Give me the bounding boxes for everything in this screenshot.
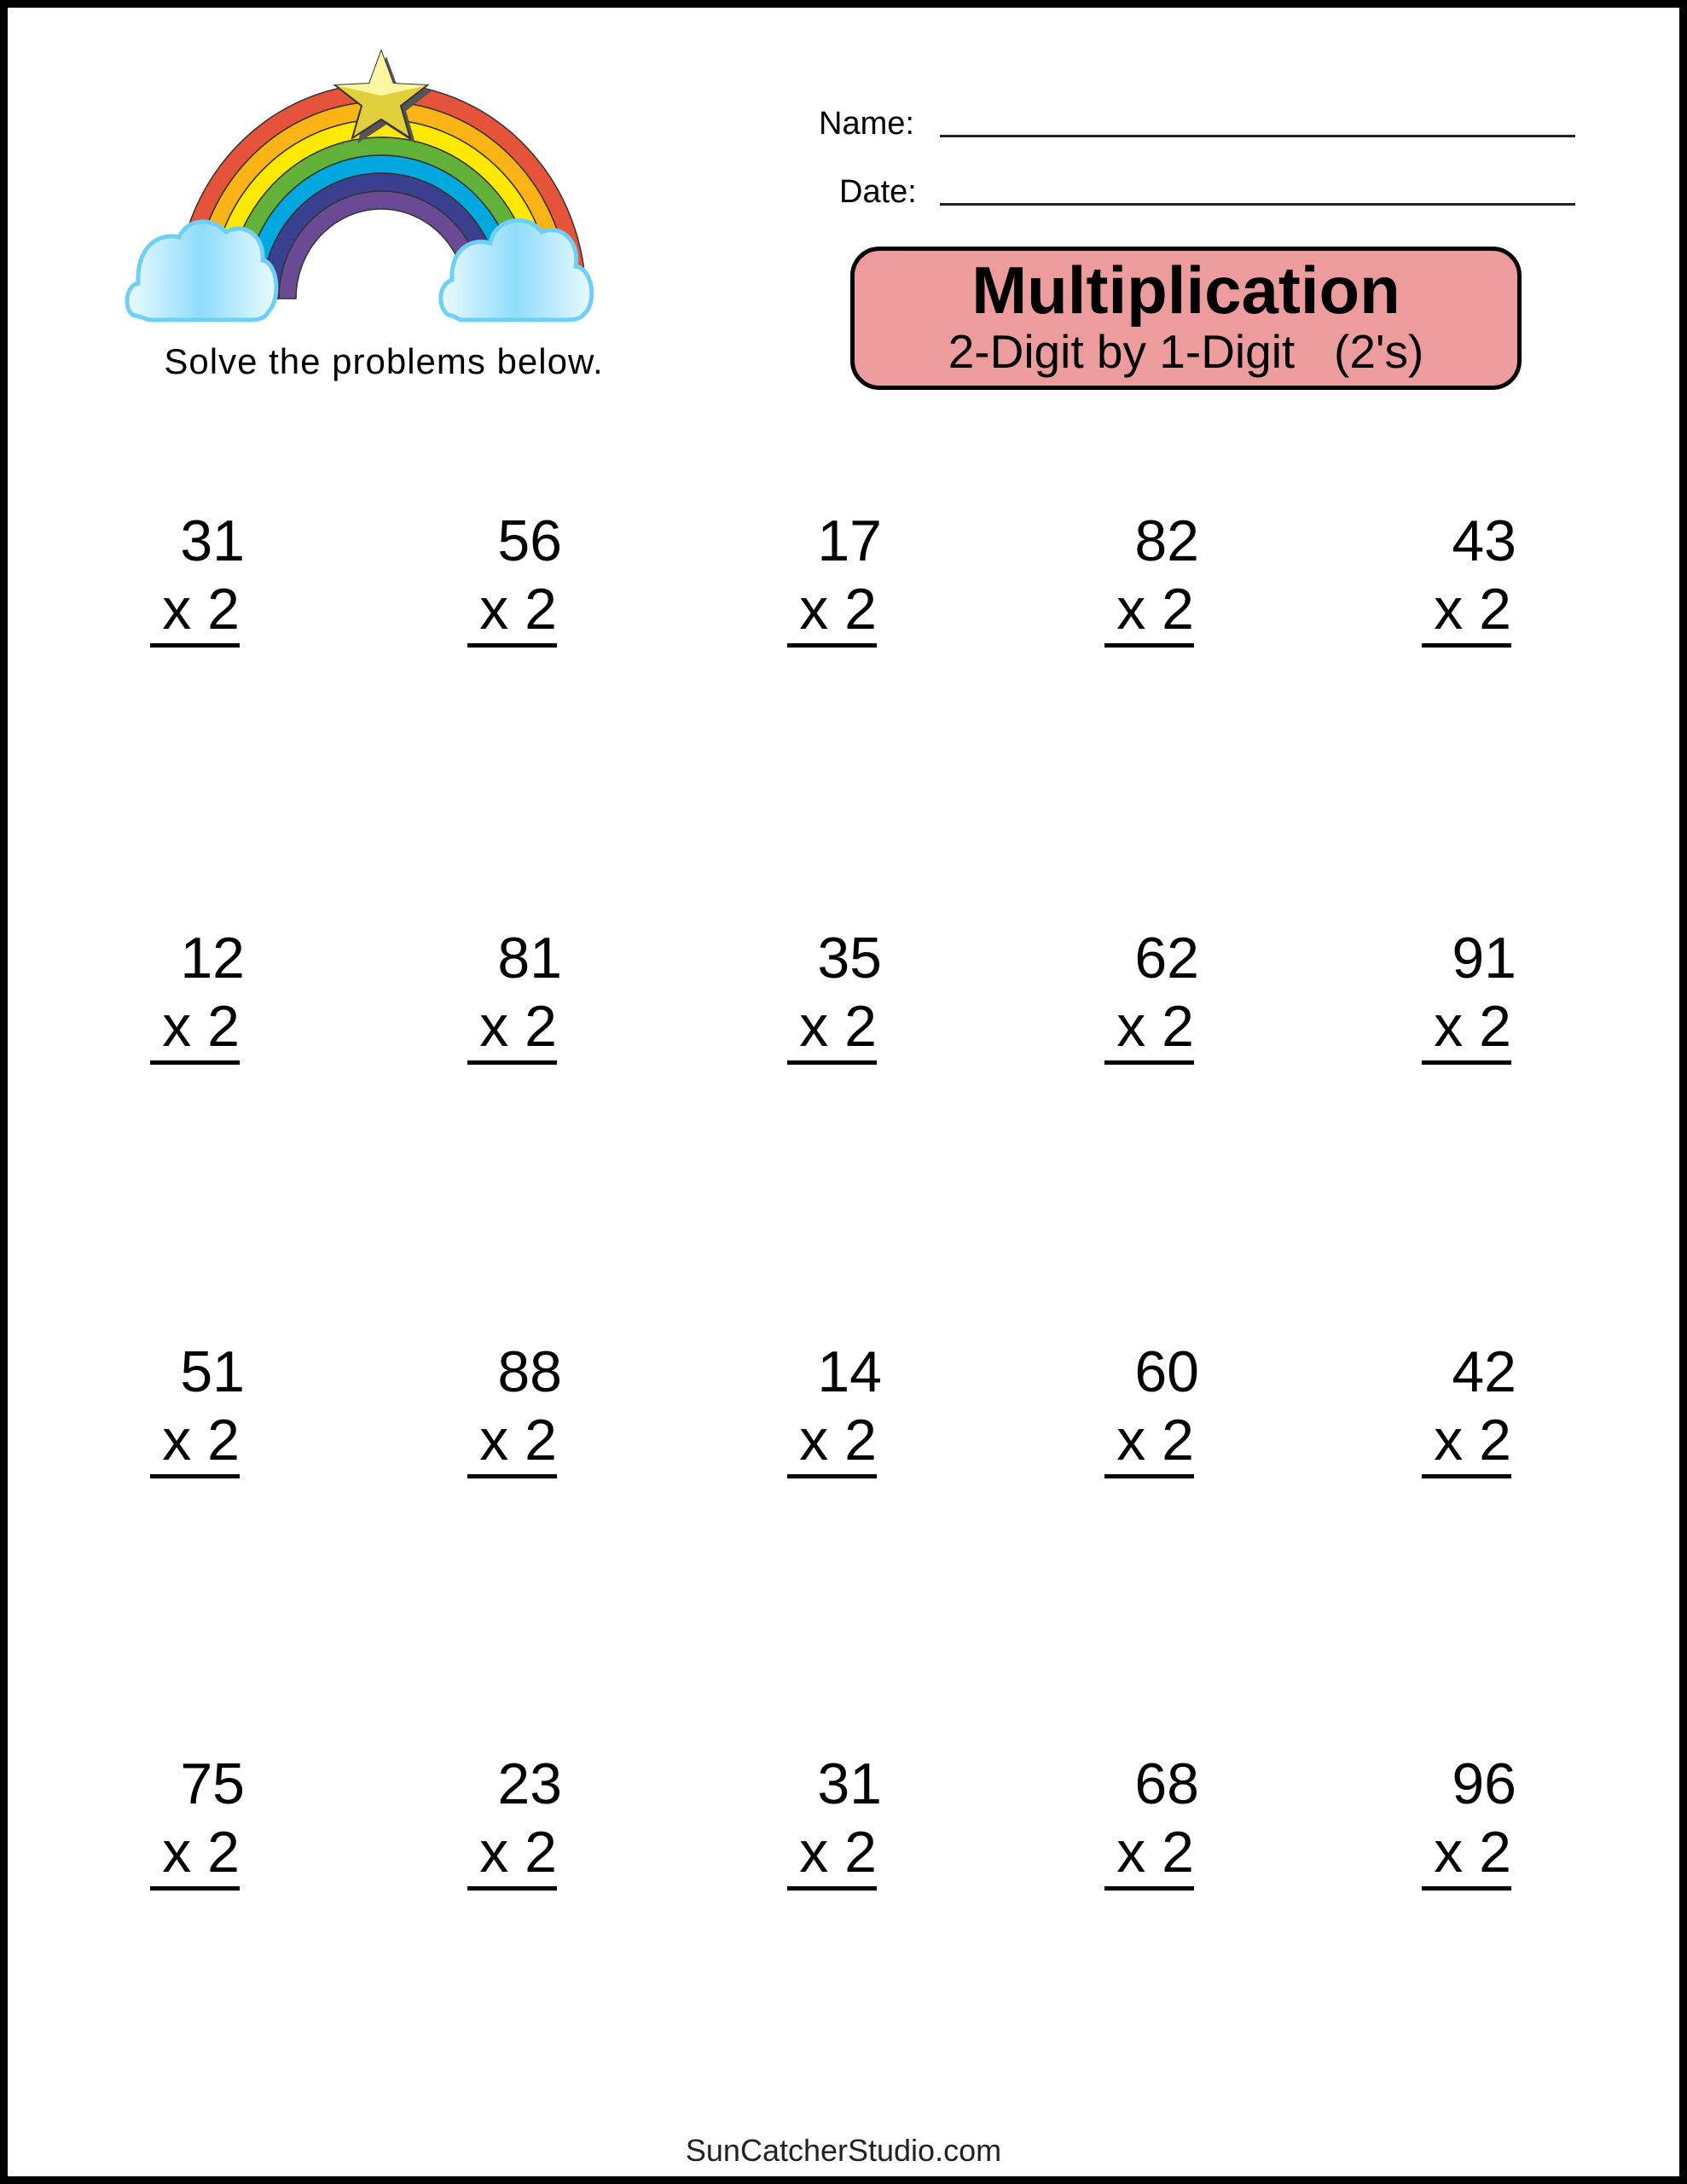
multiplicand: 42: [1452, 1339, 1516, 1404]
name-label: Name:: [819, 106, 914, 142]
multiplicand: 56: [497, 508, 562, 573]
date-label: Date:: [839, 174, 917, 210]
multiplier: x 2: [787, 1406, 877, 1478]
problem: 96 x 2: [1422, 1750, 1516, 1891]
problem: 23 x 2: [467, 1750, 562, 1891]
multiplier: x 2: [1104, 1818, 1194, 1891]
date-field[interactable]: [940, 203, 1575, 206]
problem: 12 x 2: [150, 924, 245, 1065]
problem: 42 x 2: [1422, 1338, 1516, 1478]
multiplier: x 2: [467, 1818, 557, 1891]
multiplier: x 2: [150, 1818, 240, 1891]
problem: 35 x 2: [787, 924, 882, 1065]
name-field[interactable]: [940, 135, 1575, 137]
multiplicand: 23: [497, 1751, 562, 1816]
problem: 60 x 2: [1104, 1338, 1199, 1478]
multiplier: x 2: [150, 1406, 240, 1478]
problem: 17 x 2: [787, 507, 882, 648]
multiplier: x 2: [467, 992, 557, 1065]
multiplier: x 2: [1104, 575, 1194, 648]
multiplier: x 2: [1422, 992, 1511, 1065]
multiplicand: 82: [1134, 508, 1199, 573]
problem: 56 x 2: [467, 507, 562, 648]
problem: 31 x 2: [787, 1750, 882, 1891]
problem: 62 x 2: [1104, 924, 1199, 1065]
star-icon: [333, 49, 432, 143]
multiplicand: 17: [817, 508, 882, 573]
problem: 14 x 2: [787, 1338, 882, 1478]
multiplicand: 12: [180, 926, 245, 990]
rainbow-icon: [125, 49, 594, 322]
multiplicand: 43: [1452, 508, 1516, 573]
problem: 81 x 2: [467, 924, 562, 1065]
multiplier: x 2: [1422, 575, 1511, 648]
multiplicand: 68: [1134, 1751, 1199, 1816]
multiplicand: 31: [180, 508, 245, 573]
instructions: Solve the problems below.: [164, 341, 604, 381]
multiplier: x 2: [150, 575, 240, 648]
problem: 51 x 2: [150, 1338, 245, 1478]
worksheet-subtitle: 2-Digit by 1-Digit (2's): [948, 325, 1424, 378]
multiplier: x 2: [150, 992, 240, 1065]
problem: 75 x 2: [150, 1750, 245, 1891]
multiplier: x 2: [1422, 1818, 1511, 1891]
problem: 91 x 2: [1422, 924, 1516, 1065]
multiplier: x 2: [1104, 992, 1194, 1065]
multiplier: x 2: [1422, 1406, 1511, 1478]
problem: 31 x 2: [150, 507, 245, 648]
multiplicand: 91: [1452, 926, 1516, 990]
footer-website: SunCatcherStudio.com: [685, 2133, 1002, 2168]
multiplicand: 62: [1134, 926, 1199, 990]
multiplicand: 96: [1452, 1751, 1516, 1816]
problem: 68 x 2: [1104, 1750, 1199, 1891]
problem: 88 x 2: [467, 1338, 562, 1478]
multiplier: x 2: [1104, 1406, 1194, 1478]
multiplier: x 2: [467, 1406, 557, 1478]
cloud-icon: [438, 218, 594, 322]
multiplier: x 2: [787, 1818, 877, 1891]
problem: 82 x 2: [1104, 507, 1199, 648]
multiplicand: 88: [497, 1339, 562, 1404]
multiplicand: 35: [817, 926, 882, 990]
multiplicand: 75: [180, 1751, 245, 1816]
multiplier: x 2: [467, 575, 557, 648]
worksheet-title: Multiplication: [971, 253, 1400, 328]
problem: 43 x 2: [1422, 507, 1516, 648]
title-box: Multiplication 2-Digit by 1-Digit (2's): [850, 247, 1522, 390]
multiplicand: 60: [1134, 1339, 1199, 1404]
multiplier: x 2: [787, 992, 877, 1065]
multiplicand: 81: [497, 926, 562, 990]
multiplicand: 14: [817, 1339, 882, 1404]
multiplicand: 31: [817, 1751, 882, 1816]
cloud-icon: [125, 219, 279, 322]
multiplier: x 2: [787, 575, 877, 648]
multiplicand: 51: [180, 1339, 245, 1404]
